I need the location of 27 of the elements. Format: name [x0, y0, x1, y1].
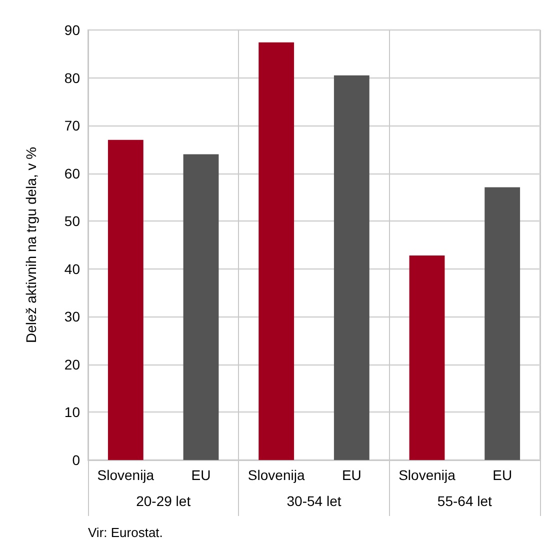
text: 30-54 let — [286, 493, 342, 509]
y-axis-title: Delež aktivnih na trgu dela, v % — [23, 146, 39, 344]
y-tick-label: 20 — [64, 356, 80, 372]
text: 20-29 let — [136, 493, 191, 509]
x-tick-label: Slovenija — [97, 467, 154, 483]
y-tick-label: 90 — [64, 22, 80, 38]
text: 55-64 let — [437, 493, 492, 509]
bar — [409, 256, 445, 460]
x-tick-label: EU — [342, 467, 362, 483]
y-tick-label: 0 — [72, 452, 80, 468]
x-tick-label: EU — [492, 467, 512, 483]
y-tick-label: 70 — [64, 118, 80, 134]
y-tick-label: 30 — [64, 308, 80, 325]
x-tick-label: EU — [191, 467, 211, 483]
bar — [108, 140, 144, 460]
bar — [484, 187, 520, 460]
y-tick-label: 80 — [64, 70, 80, 86]
bar — [258, 42, 294, 460]
x-tick-label: Slovenija — [248, 467, 305, 483]
bar — [334, 75, 370, 460]
y-tick-label: 60 — [64, 165, 80, 182]
x-tick-label: Slovenija — [398, 467, 456, 483]
y-tick-label: 40 — [64, 260, 80, 277]
text: Vir: Eurostat. — [88, 525, 163, 540]
bar — [183, 154, 219, 460]
y-tick-label: 50 — [64, 213, 80, 230]
y-tick-label: 10 — [64, 404, 80, 420]
